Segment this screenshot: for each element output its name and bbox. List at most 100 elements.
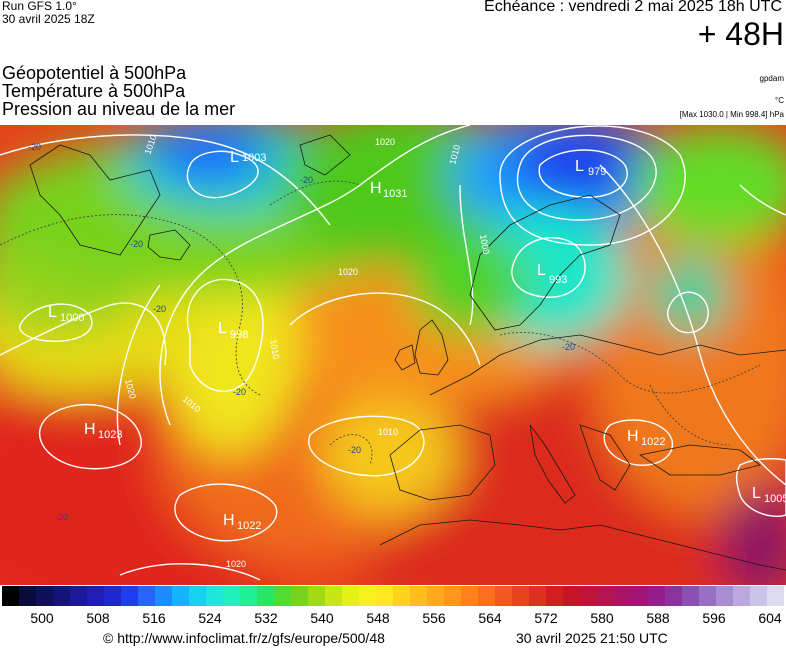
- iberia-coast: [389, 424, 496, 501]
- isotherm: [0, 214, 261, 396]
- scale-swatch: [614, 586, 631, 606]
- scale-tick: 580: [590, 610, 614, 626]
- scale-swatch: [138, 586, 155, 606]
- scale-swatch: [189, 586, 206, 606]
- low-center: L: [575, 158, 584, 175]
- isotherm-labels: -20 -20 -20 -20 -20 -20 -20 -20: [28, 142, 575, 522]
- balkans-coast: [579, 424, 631, 491]
- unit-gpdam: gpdam: [759, 74, 784, 83]
- isotherm-label: -20: [130, 239, 143, 249]
- isobar: [0, 134, 331, 226]
- color-scale: [2, 586, 784, 606]
- scale-swatch: [19, 586, 36, 606]
- scale-swatch: [2, 586, 19, 606]
- scale-swatch: [121, 586, 138, 606]
- isobar: [116, 284, 161, 446]
- scale-swatch: [682, 586, 699, 606]
- title-temperature: Température à 500hPa: [2, 81, 186, 101]
- scale-swatch: [631, 586, 648, 606]
- scale-swatch: [291, 586, 308, 606]
- isobar-label: 1010: [268, 339, 281, 360]
- scale-swatch: [257, 586, 274, 606]
- turkey-coast: [638, 444, 761, 476]
- scale-swatch: [546, 586, 563, 606]
- scale-swatch: [512, 586, 529, 606]
- coastlines: [29, 134, 786, 571]
- scale-tick: 564: [478, 610, 502, 626]
- scale-tick: 508: [86, 610, 110, 626]
- scale-swatch: [223, 586, 240, 606]
- isobar-label: 1020: [338, 267, 358, 277]
- isobar: [739, 184, 786, 216]
- low-value: 1005: [764, 493, 786, 505]
- geopotential-field: [0, 125, 786, 585]
- isobar-label: 1010: [378, 427, 398, 437]
- run-date: 30 avril 2025 18Z: [2, 12, 95, 26]
- low-value: 998: [230, 329, 248, 341]
- scale-swatch: [342, 586, 359, 606]
- svalbard-coast: [299, 134, 351, 176]
- isotherm-label: -20: [562, 342, 575, 352]
- scale-swatch: [461, 586, 478, 606]
- isobar: [666, 291, 709, 334]
- isobar: [308, 415, 425, 477]
- scale-swatch: [750, 586, 767, 606]
- high-center: H: [370, 180, 382, 197]
- scale-swatch: [325, 586, 342, 606]
- scale-swatch: [274, 586, 291, 606]
- generation-time: 30 avril 2025 21:50 UTC: [516, 630, 668, 646]
- british-isles-coast: [414, 319, 449, 376]
- scale-swatch: [359, 586, 376, 606]
- high-value: 1023: [98, 429, 122, 441]
- isotherms: [0, 180, 761, 466]
- scale-swatch: [172, 586, 189, 606]
- scale-swatch: [87, 586, 104, 606]
- weather-map: L 1003 H 1031 L 979 L 993 L 1000 L 998 H…: [0, 125, 786, 585]
- scale-tick: 524: [198, 610, 222, 626]
- high-center: H: [223, 512, 235, 529]
- isobar: [511, 236, 586, 298]
- scale-swatch: [36, 586, 53, 606]
- iceland-coast: [147, 229, 191, 261]
- scale-swatch: [665, 586, 682, 606]
- low-value: 993: [549, 274, 567, 286]
- isotherm: [499, 331, 761, 394]
- isotherm-label: -20: [55, 512, 68, 522]
- isobar: [459, 184, 474, 326]
- scale-swatch: [427, 586, 444, 606]
- low-center: L: [230, 149, 239, 166]
- scale-tick: 596: [702, 610, 726, 626]
- isotherm: [649, 384, 731, 446]
- low-center: L: [48, 304, 57, 321]
- scale-swatch: [53, 586, 70, 606]
- africa-coast: [379, 519, 786, 571]
- isobar: [186, 150, 259, 199]
- isotherm-label: -20: [153, 304, 166, 314]
- isobar: [538, 149, 628, 199]
- scale-swatch: [155, 586, 172, 606]
- map-titles: Géopotentiel à 500hPa Température à 500h…: [2, 64, 235, 118]
- forecast-validity: Echéance : vendredi 2 mai 2025 18h UTC: [484, 0, 782, 15]
- low-center: L: [537, 262, 546, 279]
- isobar: [516, 134, 657, 221]
- isobars: [0, 125, 786, 581]
- source-url: © http://www.infoclimat.fr/z/gfs/europe/…: [103, 630, 385, 646]
- scale-swatch: [104, 586, 121, 606]
- title-pressure: Pression au niveau de la mer: [2, 99, 236, 119]
- scale-swatch: [376, 586, 393, 606]
- isobar: [174, 483, 278, 542]
- ireland-coast: [394, 344, 416, 371]
- scale-tick: 604: [758, 610, 782, 626]
- scale-tick: 516: [142, 610, 166, 626]
- scale-swatch: [444, 586, 461, 606]
- isobar-label: 1020: [375, 137, 395, 147]
- isotherm-label: -20: [233, 387, 246, 397]
- isobar: [0, 302, 167, 366]
- isobar: [119, 563, 261, 581]
- scale-swatch: [597, 586, 614, 606]
- run-info: Run GFS 1.0° 30 avril 2025 18Z: [2, 0, 95, 26]
- low-center: L: [752, 485, 761, 502]
- isotherm-label: -20: [28, 142, 41, 152]
- scale-tick: 572: [534, 610, 558, 626]
- forecast-horizon: + 48H: [697, 16, 784, 52]
